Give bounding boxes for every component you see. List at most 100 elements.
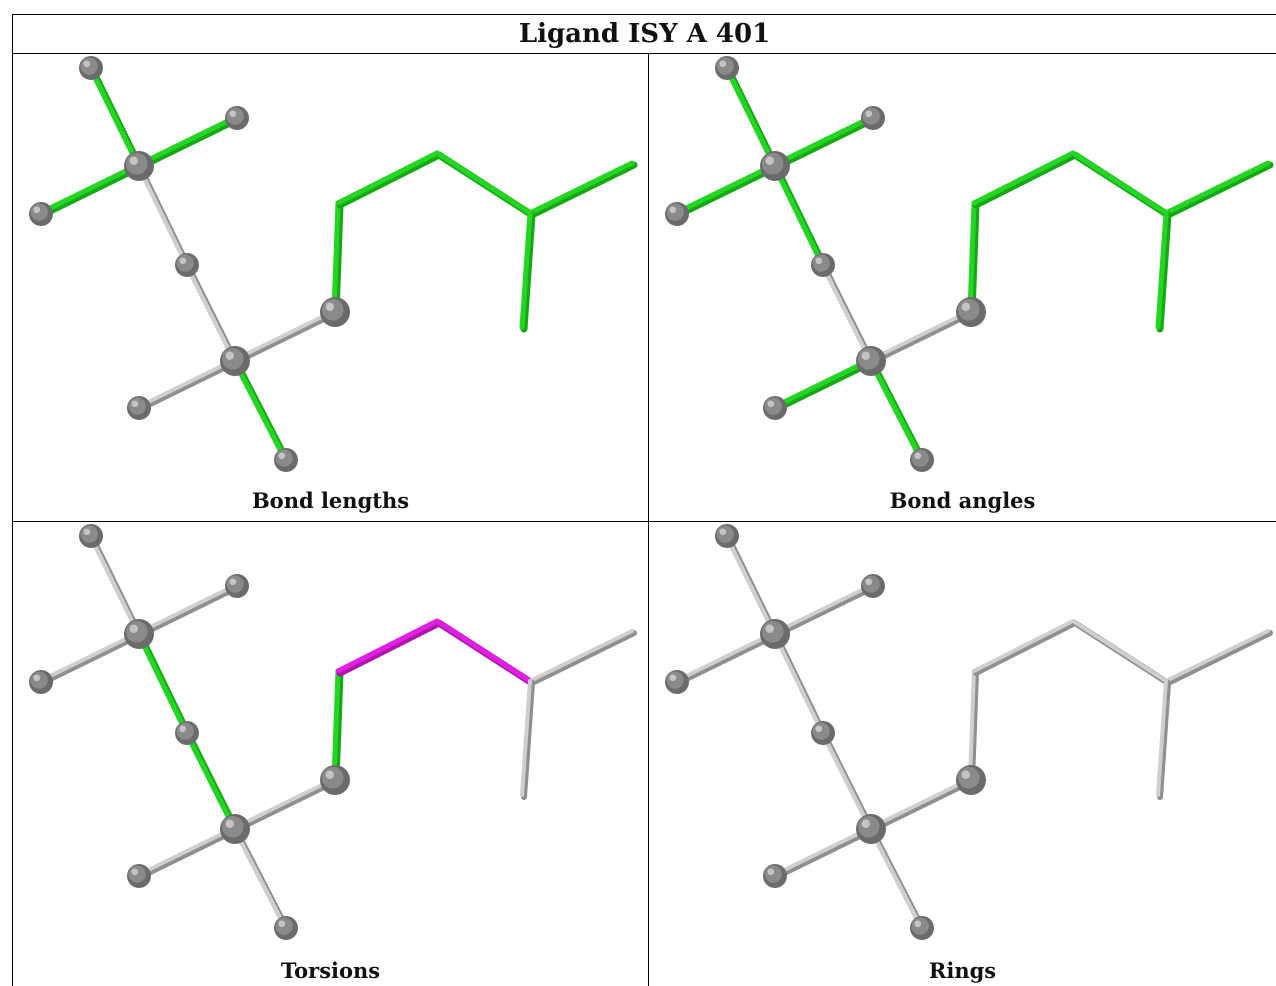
bond-gray (820, 730, 872, 830)
atom-sphere (220, 814, 250, 844)
molecule-view-rings (665, 524, 1273, 940)
bond-shadow (38, 163, 144, 219)
atom-sphere (715, 56, 739, 80)
atom-sphere (29, 202, 53, 226)
bond-gray (972, 619, 1075, 673)
bond-gray (772, 826, 872, 877)
bond-green (135, 114, 239, 168)
molecule-view-bond-lengths (29, 56, 638, 472)
bond-shadow (39, 632, 143, 686)
bond-shadow (869, 310, 975, 365)
bond-shadow (233, 778, 339, 833)
atom-sphere (79, 56, 103, 80)
bond-green (87, 64, 141, 168)
bond-shadow (675, 632, 779, 686)
bond-magenta (434, 618, 533, 684)
bond-gray (1164, 629, 1270, 683)
bond-gray (136, 826, 236, 877)
bond-gray (520, 679, 532, 797)
bond-green (867, 357, 924, 462)
bond-gray (772, 583, 874, 635)
bond-gray (820, 262, 872, 362)
bond-green (673, 162, 777, 216)
bond-shadow (137, 584, 241, 638)
atom-sphere (715, 524, 739, 548)
bond-gray (968, 669, 976, 781)
bond-shadow (972, 151, 1079, 209)
bond-shadow (137, 827, 239, 880)
atom-sphere (760, 619, 790, 649)
atom-sphere (225, 574, 249, 598)
bond-shadow (773, 827, 875, 880)
bond-gray (232, 777, 336, 830)
bond-gray (868, 309, 972, 362)
bond-green (331, 668, 341, 782)
bond-green (135, 630, 189, 735)
bond-shadow (136, 115, 242, 171)
atom-sphere (856, 814, 886, 844)
atom-sphere (79, 524, 103, 548)
bond-gray (674, 631, 776, 683)
bond-shadow (336, 619, 443, 677)
atom-sphere (124, 151, 154, 181)
bond-gray (1071, 619, 1168, 683)
bond-shadow (772, 115, 878, 171)
atom-sphere (910, 448, 934, 472)
bond-gray (136, 163, 188, 266)
bond-shadow (233, 310, 339, 365)
molecule-view-torsions (29, 524, 637, 940)
bond-green (771, 114, 875, 168)
atom-sphere (910, 916, 934, 940)
bond-green (335, 150, 440, 206)
atom-sphere (124, 619, 154, 649)
bond-shadow (869, 778, 975, 833)
atom-sphere (127, 864, 151, 888)
panel-rings: Rings (649, 522, 1276, 986)
atom-sphere (956, 297, 986, 327)
atom-sphere (225, 106, 249, 130)
atom-sphere (763, 396, 787, 420)
atom-sphere (320, 297, 350, 327)
bond-shadow (529, 630, 637, 686)
atom-sphere (29, 670, 53, 694)
bond-gray (136, 583, 238, 635)
atom-sphere (811, 721, 835, 745)
bond-green (971, 150, 1076, 206)
bond-gray (88, 533, 140, 635)
panel-caption: Rings (928, 958, 997, 983)
bond-green (967, 200, 977, 314)
atom-sphere (274, 448, 298, 472)
atom-sphere (856, 346, 886, 376)
atom-sphere (320, 765, 350, 795)
panel-caption: Bond angles (889, 488, 1036, 513)
atom-sphere (220, 346, 250, 376)
bond-gray (1156, 679, 1168, 797)
bond-green (723, 64, 777, 168)
atom-sphere (274, 916, 298, 940)
bond-green (37, 162, 141, 216)
atom-sphere (763, 864, 787, 888)
atom-sphere (861, 574, 885, 598)
bond-gray (868, 826, 923, 929)
bond-green (519, 210, 533, 330)
bond-shadow (773, 584, 877, 638)
atom-sphere (175, 253, 199, 277)
panel-caption: Bond lengths (251, 488, 410, 513)
bond-green (771, 357, 873, 410)
bond-shadow (1157, 680, 1171, 800)
figure-title: Ligand ISY A 401 (12, 14, 1276, 54)
atom-sphere (760, 151, 790, 181)
atom-sphere (665, 670, 689, 694)
validation-figure-table: Ligand ISY A 401 Bond lengths Bond angle… (12, 14, 1276, 986)
bond-gray (232, 309, 336, 362)
bond-shadow (336, 151, 443, 209)
bond-shadow (772, 358, 876, 413)
bond-gray (38, 631, 140, 683)
bond-shadow (521, 680, 535, 800)
atom-sphere (861, 106, 885, 130)
bond-green (1155, 210, 1169, 330)
bond-gray (184, 262, 236, 362)
atom-sphere (811, 253, 835, 277)
bond-gray (232, 826, 287, 929)
bond-shadow (1164, 161, 1274, 219)
